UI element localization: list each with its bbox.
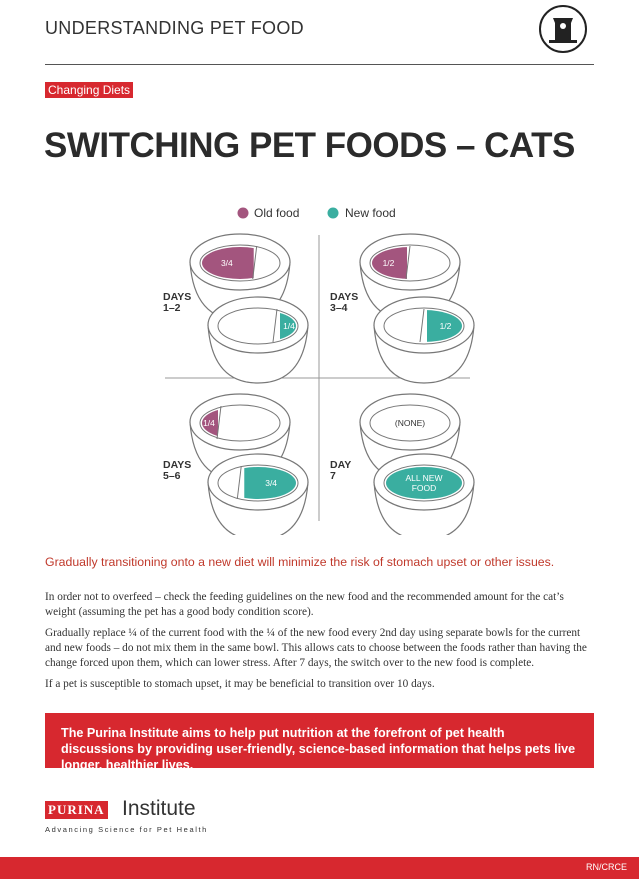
days-label: DAYS: [163, 291, 191, 303]
paragraph: In order not to overfeed – check the fee…: [45, 591, 564, 618]
divider-mark: [272, 308, 278, 343]
portion-label: 3/4: [221, 258, 233, 268]
bowl-inner: [217, 307, 299, 345]
logo-brand: PURINA: [45, 801, 108, 819]
days-label: 1–2: [163, 302, 181, 314]
footer-bar: RN/CRCE: [0, 857, 639, 879]
logo-tagline: Advancing Science for Pet Health: [45, 825, 208, 834]
legend-swatch: [237, 207, 249, 219]
portion-label: 1/2: [383, 258, 395, 268]
lead: Gradually transitioning onto a new diet …: [45, 555, 555, 569]
header-title: UNDERSTANDING PET FOOD: [45, 18, 304, 38]
days-label: 3–4: [330, 302, 348, 314]
days-label: 7: [330, 470, 336, 482]
food-portion: [386, 467, 462, 499]
portion-label: FOOD: [412, 483, 437, 493]
paragraph: If a pet is susceptible to stomach upset…: [45, 678, 435, 690]
legend-label: New food: [345, 206, 396, 220]
logo-name: Institute: [122, 797, 196, 820]
page-title: SWITCHING PET FOODS – CATS: [44, 126, 575, 165]
tag: Changing Diets: [45, 82, 134, 98]
portion-label: 3/4: [265, 478, 277, 488]
portion-label: (NONE): [395, 418, 425, 428]
divider-mark: [419, 308, 425, 343]
header-rule: [45, 64, 594, 65]
header-icon: [539, 5, 587, 53]
bowl-inner: [369, 404, 451, 442]
divider-mark: [252, 245, 258, 280]
portion-label: 1/2: [440, 321, 452, 331]
footer-text: RN/CRCE: [585, 862, 627, 872]
days-label: DAY: [330, 459, 351, 471]
legend-swatch: [327, 207, 339, 219]
portion-label: 1/4: [203, 418, 215, 428]
diagram: Old food New food 3/41/4DAYS1–21/21/2DAY…: [163, 206, 475, 535]
paragraph: Gradually replace ¼ of the current food …: [45, 627, 587, 669]
days-label: DAYS: [163, 459, 191, 471]
portion-label: ALL NEW: [405, 473, 442, 483]
divider-mark: [236, 465, 242, 500]
banner: The Purina Institute aims to help put nu…: [45, 713, 594, 772]
divider-mark: [405, 245, 411, 280]
days-label: 5–6: [163, 470, 181, 482]
divider-mark: [216, 405, 222, 440]
portion-label: 1/4: [283, 321, 295, 331]
legend-label: Old food: [254, 206, 299, 220]
days-label: DAYS: [330, 291, 358, 303]
banner-text: The Purina Institute aims to help put nu…: [61, 726, 576, 772]
